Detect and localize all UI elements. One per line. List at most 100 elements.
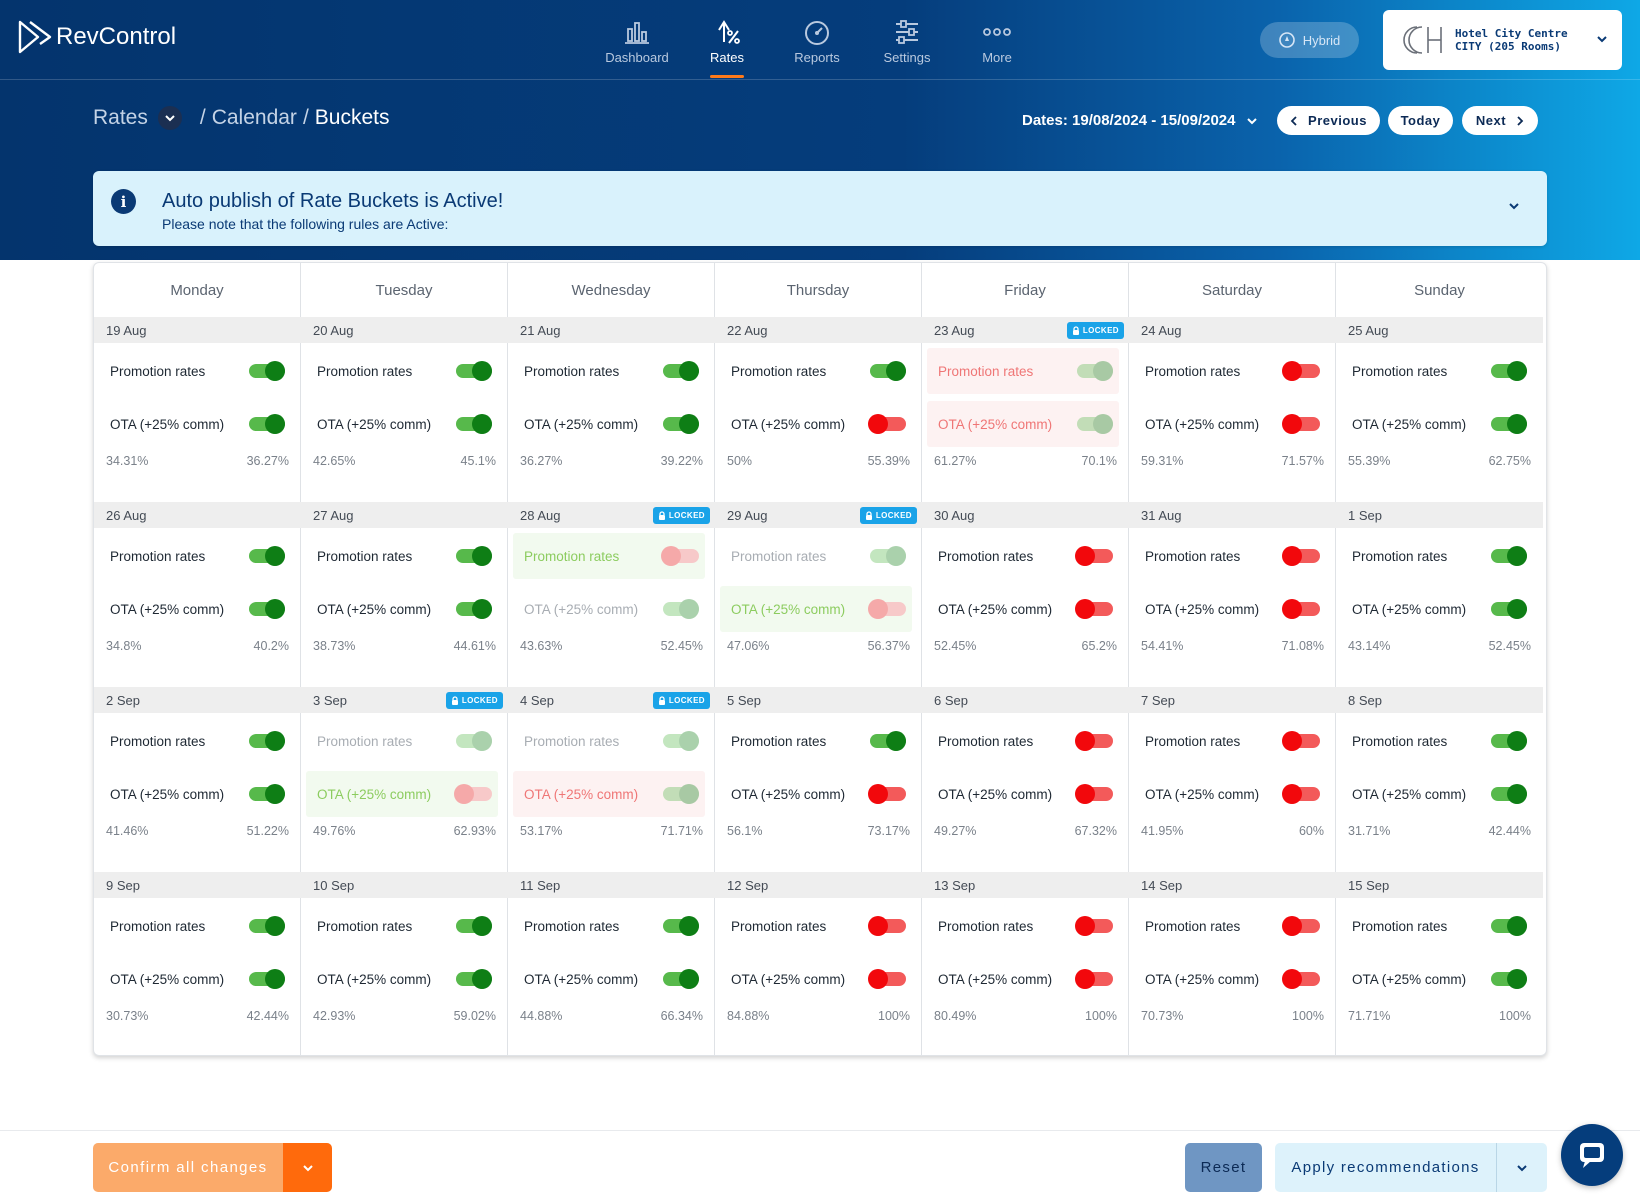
day-date: 23 Aug (934, 322, 975, 338)
promotion-rates-toggle[interactable] (1075, 546, 1113, 566)
ota-rates-toggle[interactable] (1075, 599, 1113, 619)
ota-rates-toggle[interactable] (454, 969, 492, 989)
promotion-rates-toggle[interactable] (661, 731, 699, 751)
promotion-rates-toggle[interactable] (1282, 731, 1320, 751)
promotion-rates-row: Promotion rates (306, 718, 498, 764)
promotion-rates-toggle[interactable] (1489, 361, 1527, 381)
breadcrumb-dropdown[interactable] (157, 106, 182, 130)
ota-rates-toggle[interactable] (247, 414, 285, 434)
ota-rates-toggle[interactable] (247, 784, 285, 804)
promotion-rates-toggle[interactable] (661, 916, 699, 936)
promotion-rates-toggle[interactable] (1075, 731, 1113, 751)
lock-icon (658, 510, 665, 520)
auto-publish-banner[interactable]: i Auto publish of Rate Buckets is Active… (93, 171, 1547, 246)
confirm-options-button[interactable] (283, 1143, 332, 1192)
date-range-selector[interactable]: Dates: 19/08/2024 - 15/09/2024 (1022, 112, 1258, 129)
ota-rates-toggle[interactable] (247, 599, 285, 619)
promotion-rates-toggle[interactable] (1282, 916, 1320, 936)
ota-rates-toggle[interactable] (454, 784, 492, 804)
promotion-rates-toggle[interactable] (454, 546, 492, 566)
ota-rates-toggle[interactable] (661, 414, 699, 434)
ota-rates-toggle[interactable] (661, 599, 699, 619)
ota-rates-toggle[interactable] (661, 784, 699, 804)
promotion-rates-toggle[interactable] (1075, 916, 1113, 936)
ota-rates-toggle[interactable] (868, 599, 906, 619)
today-button[interactable]: Today (1388, 106, 1453, 135)
ota-rates-toggle[interactable] (661, 969, 699, 989)
occupancy-range: 43.14% 52.45% (1348, 639, 1531, 653)
promotion-rates-toggle[interactable] (247, 546, 285, 566)
promotion-rates-toggle[interactable] (661, 361, 699, 381)
ota-rates-toggle[interactable] (454, 414, 492, 434)
promotion-rates-toggle[interactable] (1489, 731, 1527, 751)
ota-rates-toggle[interactable] (1075, 784, 1113, 804)
ota-rates-label: OTA (+25% comm) (938, 786, 1053, 802)
promotion-rates-row: Promotion rates (1134, 348, 1326, 394)
ota-rates-toggle[interactable] (868, 969, 906, 989)
ota-rates-toggle[interactable] (868, 784, 906, 804)
occupancy-low: 31.71% (1348, 824, 1391, 838)
app-logo[interactable]: RevControl (18, 20, 176, 54)
ota-rates-toggle[interactable] (1282, 414, 1320, 434)
hybrid-mode-button[interactable]: Hybrid (1260, 22, 1359, 58)
nav-more[interactable]: More (952, 0, 1042, 80)
promotion-rates-toggle[interactable] (454, 361, 492, 381)
ota-rates-toggle[interactable] (868, 414, 906, 434)
nav-rates[interactable]: Rates (682, 0, 772, 80)
occupancy-low: 50% (727, 454, 753, 468)
ota-rates-toggle[interactable] (1282, 969, 1320, 989)
promotion-rates-toggle[interactable] (1489, 546, 1527, 566)
nav-reports[interactable]: Reports (772, 0, 862, 80)
reset-button[interactable]: Reset (1185, 1143, 1262, 1192)
promotion-rates-toggle[interactable] (454, 916, 492, 936)
promotion-rates-toggle[interactable] (247, 731, 285, 751)
ota-rates-toggle[interactable] (1282, 599, 1320, 619)
day-date: 12 Sep (727, 877, 769, 893)
ota-rates-toggle[interactable] (1489, 784, 1527, 804)
breadcrumb-separator: / (302, 106, 309, 129)
nav-settings[interactable]: Settings (862, 0, 952, 80)
promotion-rates-toggle[interactable] (247, 361, 285, 381)
promotion-rates-toggle[interactable] (868, 546, 906, 566)
chat-button[interactable] (1561, 1124, 1623, 1186)
promotion-rates-toggle[interactable] (1075, 361, 1113, 381)
breadcrumb-rates[interactable]: Rates (93, 106, 148, 129)
promotion-rates-toggle[interactable] (661, 546, 699, 566)
chevron-down-icon[interactable] (1507, 199, 1521, 213)
ota-rates-toggle[interactable] (1489, 414, 1527, 434)
breadcrumb-calendar[interactable]: Calendar (211, 106, 297, 129)
promotion-rates-toggle[interactable] (868, 361, 906, 381)
ota-rates-toggle[interactable] (1075, 969, 1113, 989)
promotion-rates-toggle[interactable] (247, 916, 285, 936)
ota-rates-toggle[interactable] (1489, 969, 1527, 989)
nav-dashboard[interactable]: Dashboard (592, 0, 682, 80)
lock-icon (865, 510, 872, 520)
promotion-rates-toggle[interactable] (868, 916, 906, 936)
lock-icon (658, 695, 665, 705)
promotion-rates-toggle[interactable] (454, 731, 492, 751)
promotion-rates-toggle[interactable] (1282, 361, 1320, 381)
next-button[interactable]: Next (1462, 106, 1538, 135)
promotion-rates-toggle[interactable] (868, 731, 906, 751)
hotel-selector[interactable]: Hotel City Centre CITY (205 Rooms) (1383, 10, 1622, 70)
ota-rates-toggle[interactable] (1489, 599, 1527, 619)
calendar-day-cell: 12 Sep Promotion rates OTA (+25% comm) 84.8… (715, 872, 922, 1055)
apply-options-button[interactable] (1497, 1143, 1547, 1192)
ota-rates-label: OTA (+25% comm) (317, 971, 432, 987)
ota-rates-toggle[interactable] (1075, 414, 1113, 434)
promotion-rates-toggle[interactable] (1282, 546, 1320, 566)
previous-label: Previous (1308, 113, 1367, 128)
next-label: Next (1475, 113, 1507, 128)
promotion-rates-row: Promotion rates (99, 533, 291, 579)
ota-rates-row: OTA (+25% comm) (720, 771, 912, 817)
locked-badge: LOCKED (652, 692, 710, 709)
previous-button[interactable]: Previous (1277, 106, 1380, 135)
ota-rates-toggle[interactable] (247, 969, 285, 989)
ota-rates-toggle[interactable] (454, 599, 492, 619)
ota-rates-toggle[interactable] (1282, 784, 1320, 804)
day-date: 20 Aug (313, 322, 354, 338)
promotion-rates-toggle[interactable] (1489, 916, 1527, 936)
apply-recommendations-button[interactable]: Apply recommendations (1275, 1143, 1497, 1192)
calendar-day-cell: 29 Aug LOCKED Promotion rates OTA (+25% com… (715, 502, 922, 687)
confirm-all-changes-button[interactable]: Confirm all changes (93, 1143, 283, 1192)
